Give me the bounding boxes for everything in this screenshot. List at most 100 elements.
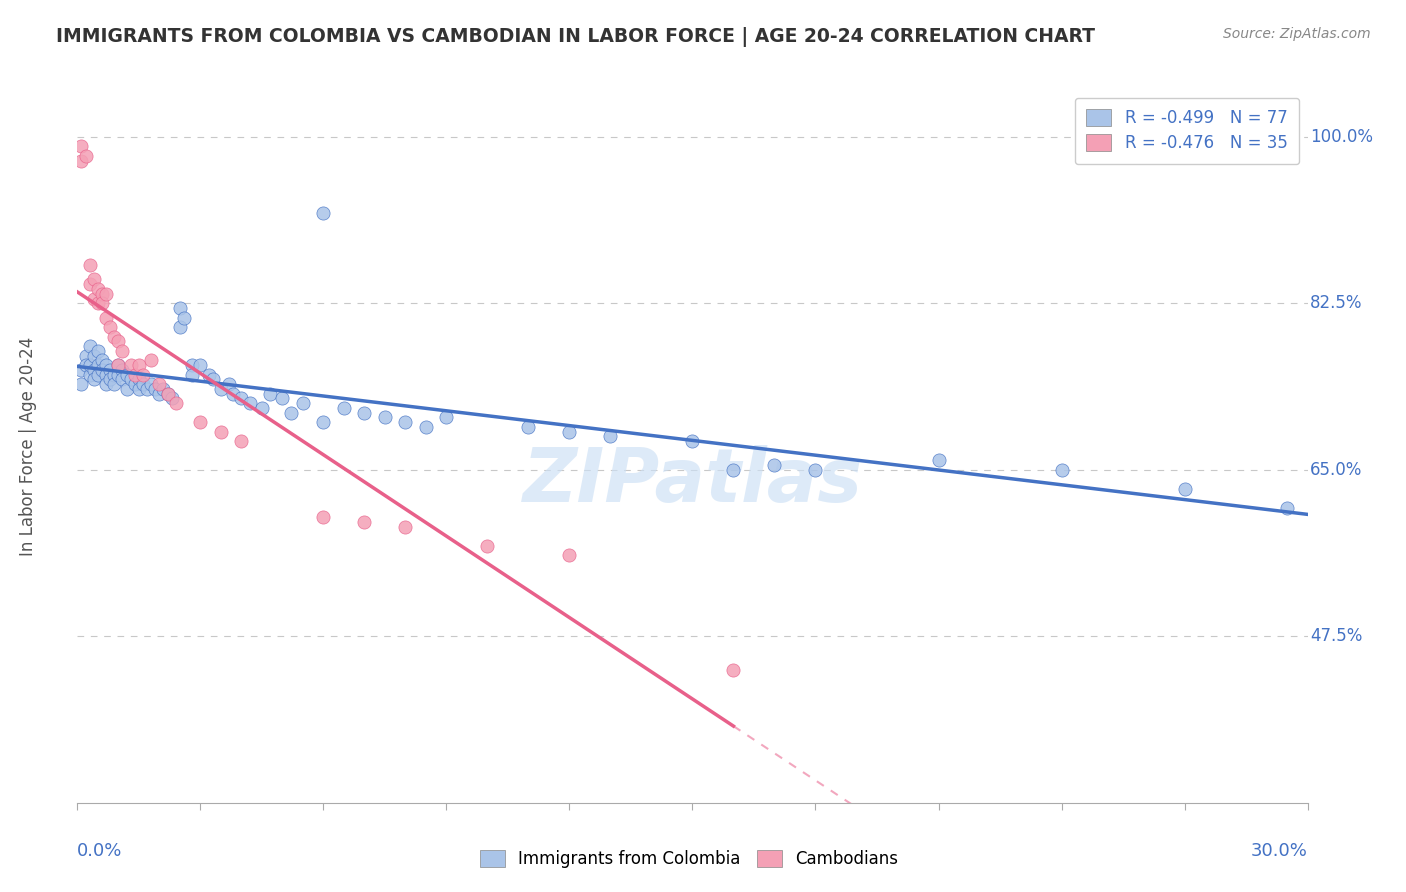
Point (222, 386, 245, 401)
Point (70, 377, 93, 392)
Point (107, 368, 129, 382)
Point (197, 368, 219, 382)
Point (98, 320, 121, 334)
Point (132, 368, 155, 382)
Point (188, 415, 212, 429)
Point (83, 349, 105, 363)
Point (152, 382, 174, 396)
Point (517, 420, 540, 434)
Point (107, 358, 129, 372)
Point (136, 382, 159, 396)
Point (763, 458, 786, 472)
Point (218, 377, 240, 392)
Point (90, 363, 114, 377)
Point (94, 358, 117, 372)
Point (103, 377, 125, 392)
Point (98, 372, 121, 386)
Point (70, 139, 93, 153)
Point (188, 358, 212, 372)
Text: IMMIGRANTS FROM COLOMBIA VS CAMBODIAN IN LABOR FORCE | AGE 20-24 CORRELATION CHA: IMMIGRANTS FROM COLOMBIA VS CAMBODIAN IN… (56, 27, 1095, 46)
Point (90, 296, 114, 310)
Point (477, 539, 499, 553)
Point (70, 363, 93, 377)
Point (148, 377, 170, 392)
Text: 65.0%: 65.0% (1310, 461, 1362, 479)
Point (259, 386, 281, 401)
Point (87, 343, 110, 358)
Point (90, 286, 114, 301)
Point (312, 206, 335, 220)
Point (128, 372, 150, 386)
Point (201, 372, 224, 386)
Point (111, 372, 134, 386)
Point (87, 296, 110, 310)
Legend: Immigrants from Colombia, Cambodians: Immigrants from Colombia, Cambodians (472, 843, 905, 875)
Point (98, 363, 121, 377)
Text: 82.5%: 82.5% (1310, 294, 1362, 312)
Point (231, 392, 253, 406)
Point (156, 386, 179, 401)
Point (143, 382, 166, 396)
Text: ZIPatlas: ZIPatlas (523, 445, 862, 518)
Text: In Labor Force | Age 20-24: In Labor Force | Age 20-24 (20, 336, 37, 556)
Point (1050, 463, 1073, 477)
Point (181, 368, 204, 382)
Point (94, 377, 117, 392)
Point (271, 392, 294, 406)
Point (394, 520, 416, 534)
Point (682, 434, 704, 449)
Point (312, 510, 335, 524)
Text: 100.0%: 100.0% (1310, 128, 1374, 145)
Point (723, 663, 745, 677)
Text: 30.0%: 30.0% (1251, 842, 1308, 860)
Point (70, 153, 93, 168)
Point (436, 410, 458, 425)
Point (209, 425, 232, 439)
Point (115, 382, 138, 396)
Point (103, 368, 125, 382)
Text: 0.0%: 0.0% (77, 842, 122, 860)
Point (87, 358, 110, 372)
Point (124, 377, 146, 392)
Text: Source: ZipAtlas.com: Source: ZipAtlas.com (1223, 27, 1371, 41)
Point (928, 453, 950, 467)
Point (181, 358, 204, 372)
Point (353, 406, 375, 420)
Point (120, 358, 142, 372)
Point (120, 372, 142, 386)
Point (79, 358, 101, 372)
Point (239, 396, 262, 410)
Point (165, 396, 187, 410)
Point (280, 406, 302, 420)
Point (353, 515, 375, 529)
Point (804, 463, 827, 477)
Point (209, 382, 232, 396)
Point (107, 334, 129, 349)
Point (333, 401, 356, 415)
Point (111, 343, 134, 358)
Point (79, 368, 101, 382)
Point (75, 358, 97, 372)
Point (83, 272, 105, 286)
Point (83, 372, 105, 386)
Point (115, 368, 138, 382)
Point (599, 429, 621, 443)
Point (231, 434, 253, 449)
Point (169, 301, 191, 315)
Point (83, 292, 105, 306)
Point (141, 353, 163, 368)
Point (291, 396, 314, 410)
Point (415, 420, 437, 434)
Point (124, 368, 146, 382)
Point (1275, 500, 1298, 515)
Point (103, 329, 125, 343)
Point (79, 258, 101, 272)
Point (94, 286, 117, 301)
Point (558, 549, 581, 563)
Point (156, 386, 179, 401)
Point (94, 310, 117, 325)
Point (75, 149, 97, 163)
Point (75, 349, 97, 363)
Point (374, 410, 396, 425)
Point (128, 358, 150, 372)
